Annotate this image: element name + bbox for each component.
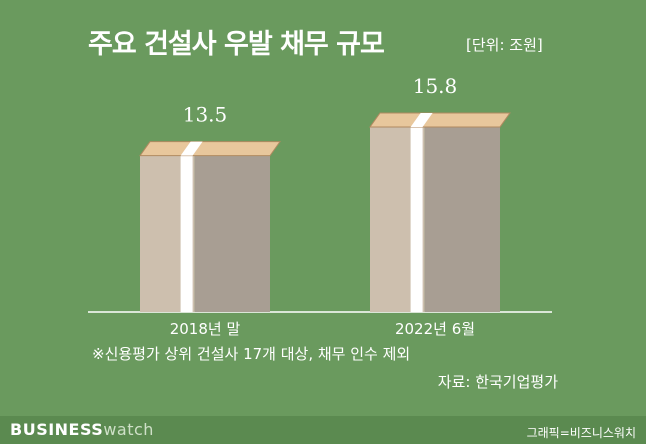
bars-group: 13.5 2018년 말 15.8 2022년 6월 [139,74,511,338]
brand-logo: BUSINESSwatch [10,420,154,439]
footer-band [0,416,646,444]
stack-top-band [410,112,433,127]
stack-side-face [194,155,270,312]
source-label: 자료: 한국기업평가 [437,373,558,391]
unit-label: [단위: 조원] [466,36,543,54]
footnote: ※신용평가 상위 건설사 17개 대상, 채무 인수 제외 [92,345,411,363]
stack-top-band [180,141,203,156]
x-tick-label: 2018년 말 [170,320,241,338]
stack-top [369,112,511,128]
stack-top [139,141,281,157]
stack-side-face [424,126,500,312]
bar-value-label: 15.8 [413,74,458,98]
x-tick-label: 2022년 6월 [395,320,475,338]
chart-title: 주요 건설사 우발 채무 규모 [88,29,385,60]
graphic-credit: 그래픽=비즈니스워치 [526,426,636,440]
logo-bold: BUSINESS [10,420,104,439]
stack-band [410,126,423,312]
bar-value-label: 13.5 [183,103,228,127]
logo-light: watch [103,420,154,439]
stack-band [180,155,193,312]
bar-chart: 13.5 2018년 말 15.8 2022년 6월 [88,74,552,338]
